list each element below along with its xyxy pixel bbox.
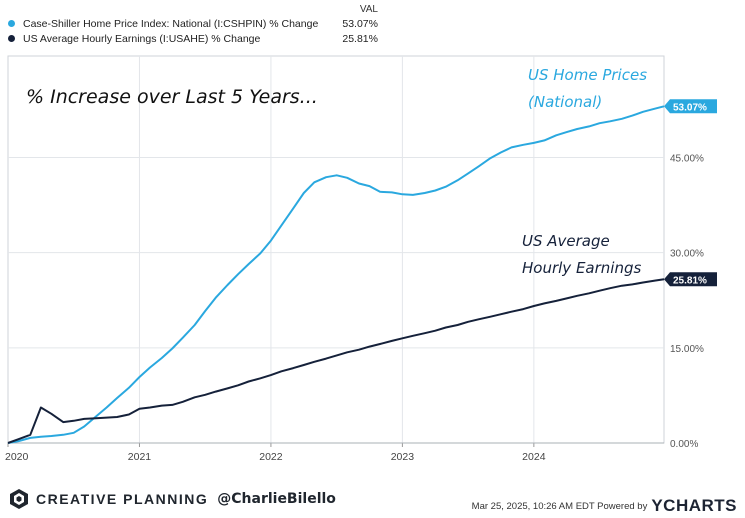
annotation-hourly-earnings: US Average: [522, 232, 610, 250]
end-label-text: 53.07%: [673, 102, 707, 113]
x-tick-label: 2023: [391, 451, 415, 463]
annotation-hourly-earnings: Hourly Earnings: [522, 259, 641, 277]
y-tick-label: 0.00%: [670, 439, 698, 450]
creative-planning-logo-icon: [10, 489, 28, 509]
brand-name: CREATIVE PLANNING: [36, 491, 209, 507]
legend-value-home-prices: 53.07%: [342, 17, 378, 30]
annotation-home-prices: (National): [528, 93, 602, 111]
end-label-home-prices: 53.07%: [664, 99, 717, 114]
ycharts-logo[interactable]: YCHARTS: [651, 496, 737, 515]
y-tick-label: 30.00%: [670, 249, 704, 260]
chart-title: % Increase over Last 5 Years...: [26, 86, 318, 108]
y-tick-label: 15.00%: [670, 344, 704, 355]
timestamp: Mar 25, 2025, 10:26 AM EDT Powered by: [471, 500, 648, 512]
series-line-hourly-earnings: [7, 278, 665, 444]
annotation-home-prices: US Home Prices: [528, 66, 647, 84]
legend-label-home-prices: Case-Shiller Home Price Index: National …: [23, 17, 319, 30]
end-label-box: [664, 272, 717, 287]
footer-branding: CREATIVE PLANNING @CharlieBilello: [8, 487, 336, 511]
x-tick-label: 2021: [128, 451, 152, 463]
legend-value-hourly-earnings: 25.81%: [342, 32, 378, 45]
x-tick-label: 2022: [259, 451, 283, 463]
legend-header: VAL: [359, 4, 378, 15]
legend-dot-hourly-earnings: [8, 35, 15, 42]
end-label-hourly-earnings: 25.81%: [664, 272, 717, 287]
end-label-text: 25.81%: [673, 275, 707, 286]
author-handle[interactable]: @CharlieBilello: [217, 491, 336, 507]
legend-item-home-prices[interactable]: Case-Shiller Home Price Index: National …: [8, 16, 378, 31]
y-tick-label: 45.00%: [670, 154, 704, 165]
series-line-home-prices: [7, 105, 665, 444]
chart-legend: VAL Case-Shiller Home Price Index: Natio…: [8, 4, 378, 46]
x-tick-label: 2020: [5, 451, 29, 463]
x-tick-label: 2024: [522, 451, 546, 463]
legend-label-hourly-earnings: US Average Hourly Earnings (I:USAHE) % C…: [23, 32, 261, 45]
end-label-box: [664, 99, 717, 114]
legend-dot-home-prices: [8, 20, 15, 27]
legend-item-hourly-earnings[interactable]: US Average Hourly Earnings (I:USAHE) % C…: [8, 31, 378, 46]
footer-credits: Mar 25, 2025, 10:26 AM EDT Powered by YC…: [472, 496, 737, 516]
